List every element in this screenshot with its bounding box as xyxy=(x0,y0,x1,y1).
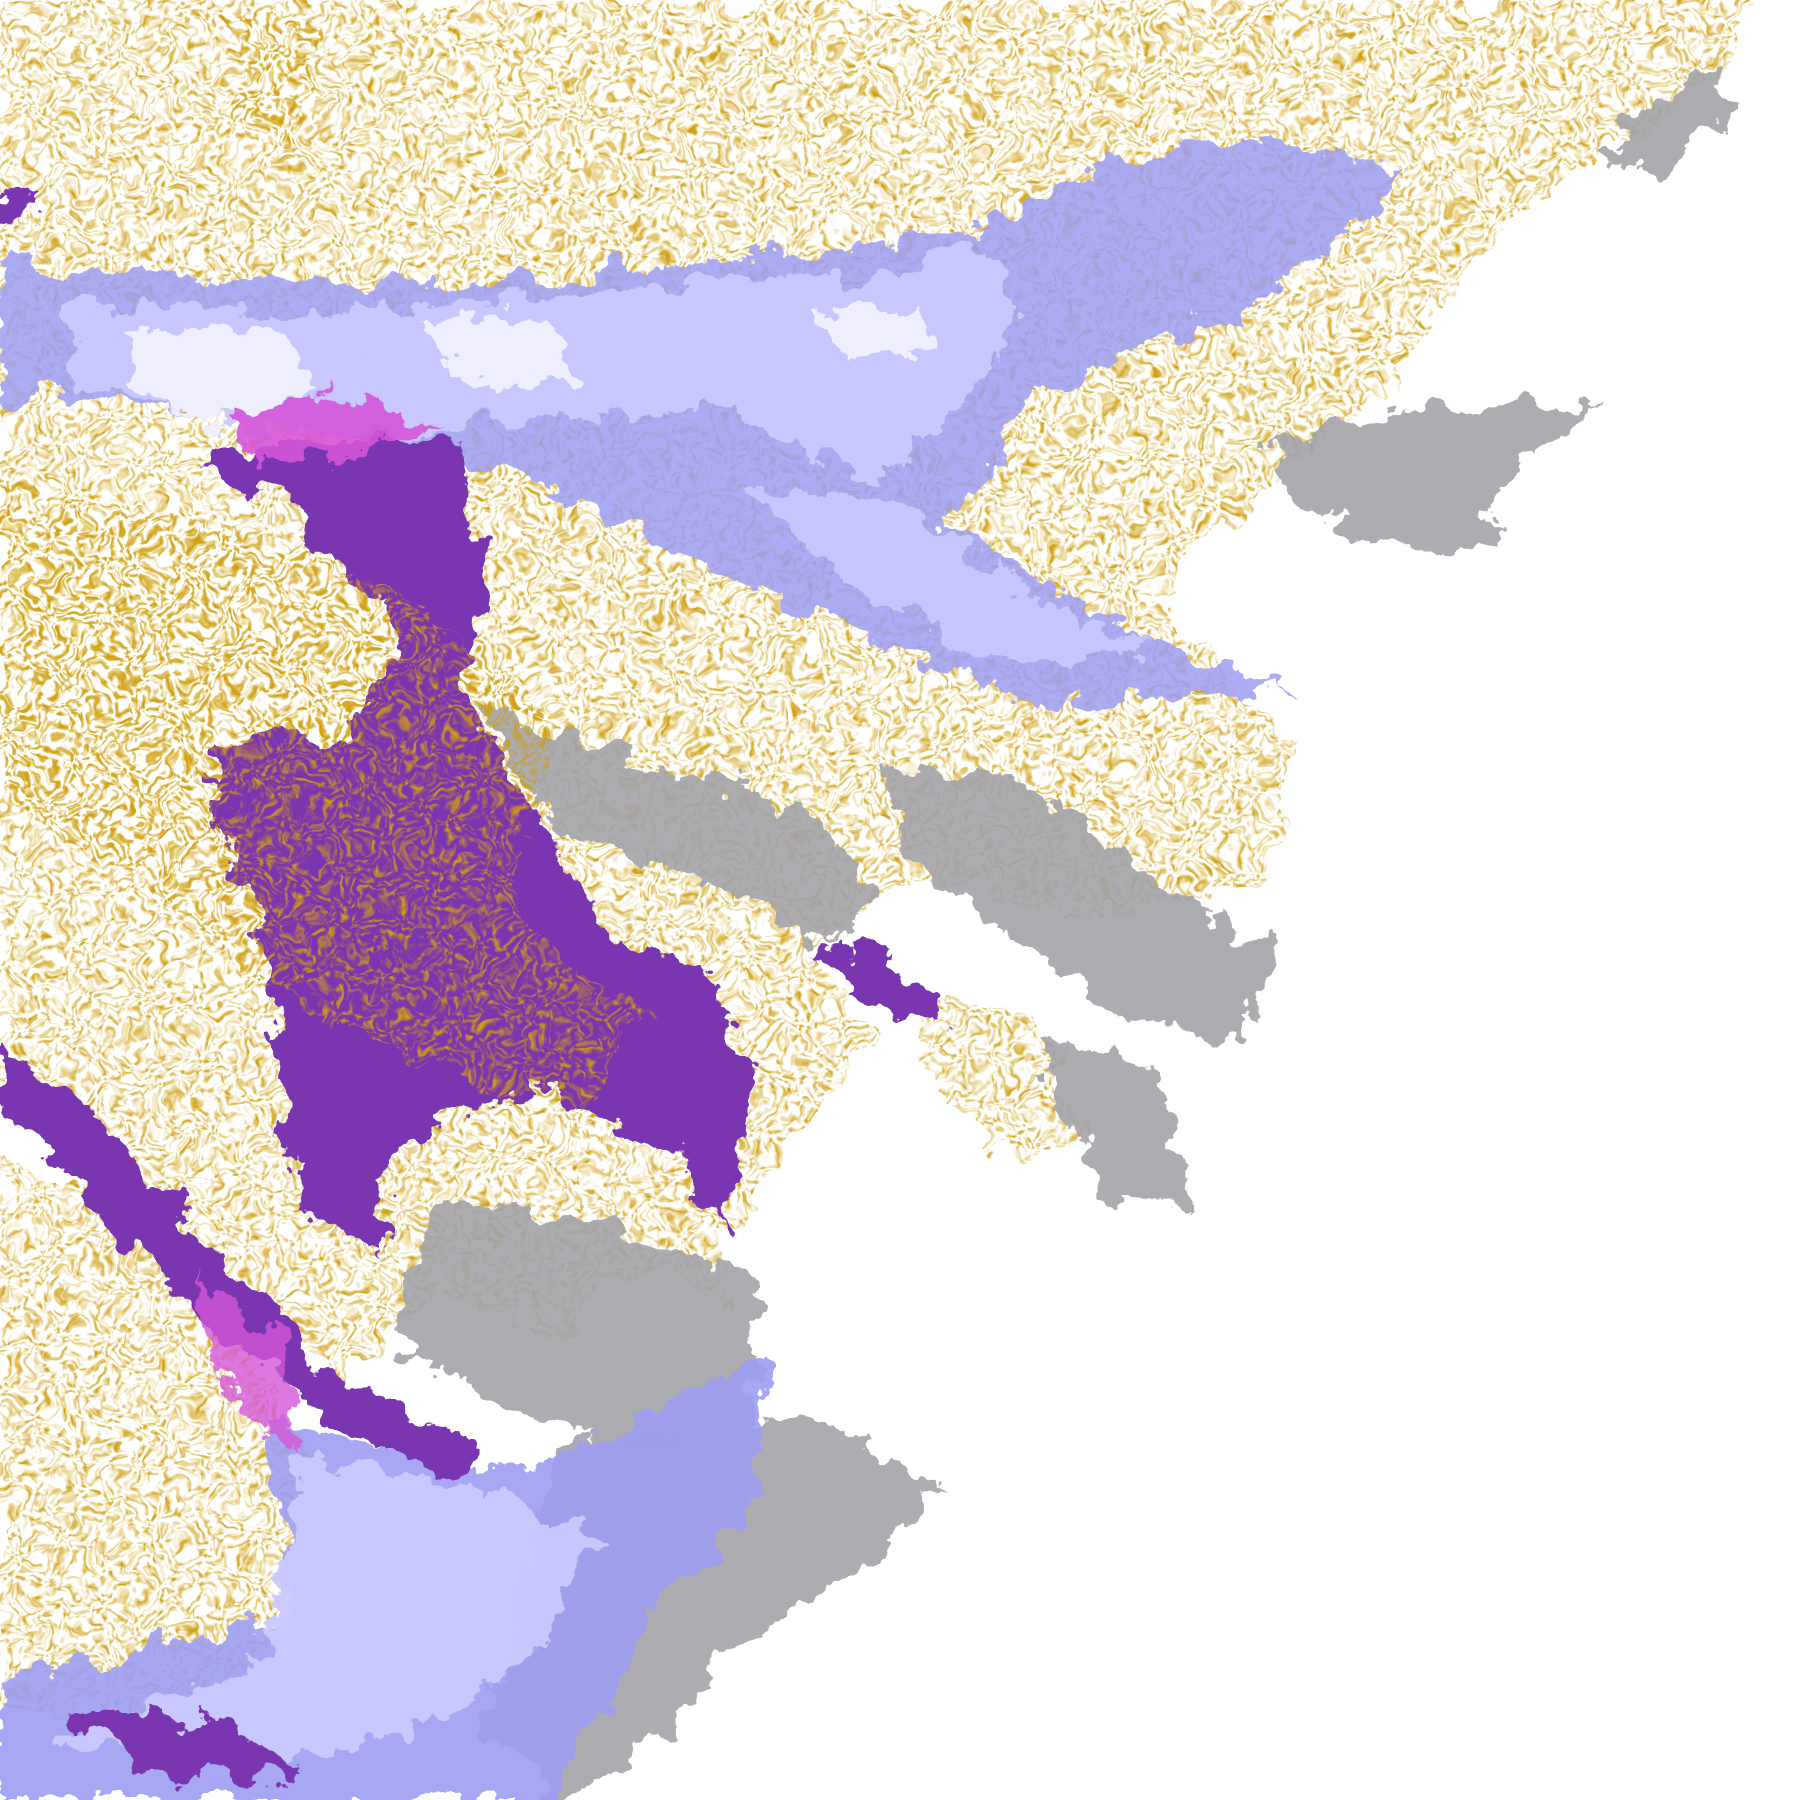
purple-region xyxy=(807,946,947,1016)
gold-dense-class-layer xyxy=(0,11,647,1108)
purple-region xyxy=(0,1050,485,1477)
purple-region xyxy=(0,190,35,225)
medium-lavender-region xyxy=(0,138,1408,704)
gold-dense-region xyxy=(230,11,324,139)
gold-region xyxy=(0,1153,324,1731)
pale-lavender-class-layer xyxy=(126,300,947,427)
gray-region xyxy=(392,1200,762,1454)
gold-dense-region xyxy=(0,484,647,1108)
pale-lavender-region xyxy=(126,323,324,427)
gray-region xyxy=(484,715,877,947)
light-lavender-region xyxy=(46,1453,600,1766)
gray-region xyxy=(876,761,1270,1039)
light-lavender-region xyxy=(738,484,1154,670)
gray-region xyxy=(1269,398,1593,554)
pale-lavender-region xyxy=(807,300,947,358)
pale-lavender-region xyxy=(415,311,577,393)
gold-region xyxy=(900,992,1085,1166)
purple-region xyxy=(69,1707,300,1777)
magenta-region xyxy=(196,1280,300,1454)
gray-region xyxy=(1038,1038,1189,1212)
magenta-region xyxy=(230,392,439,462)
gray-region xyxy=(1592,69,1743,174)
magenta-class-layer xyxy=(196,392,439,1454)
